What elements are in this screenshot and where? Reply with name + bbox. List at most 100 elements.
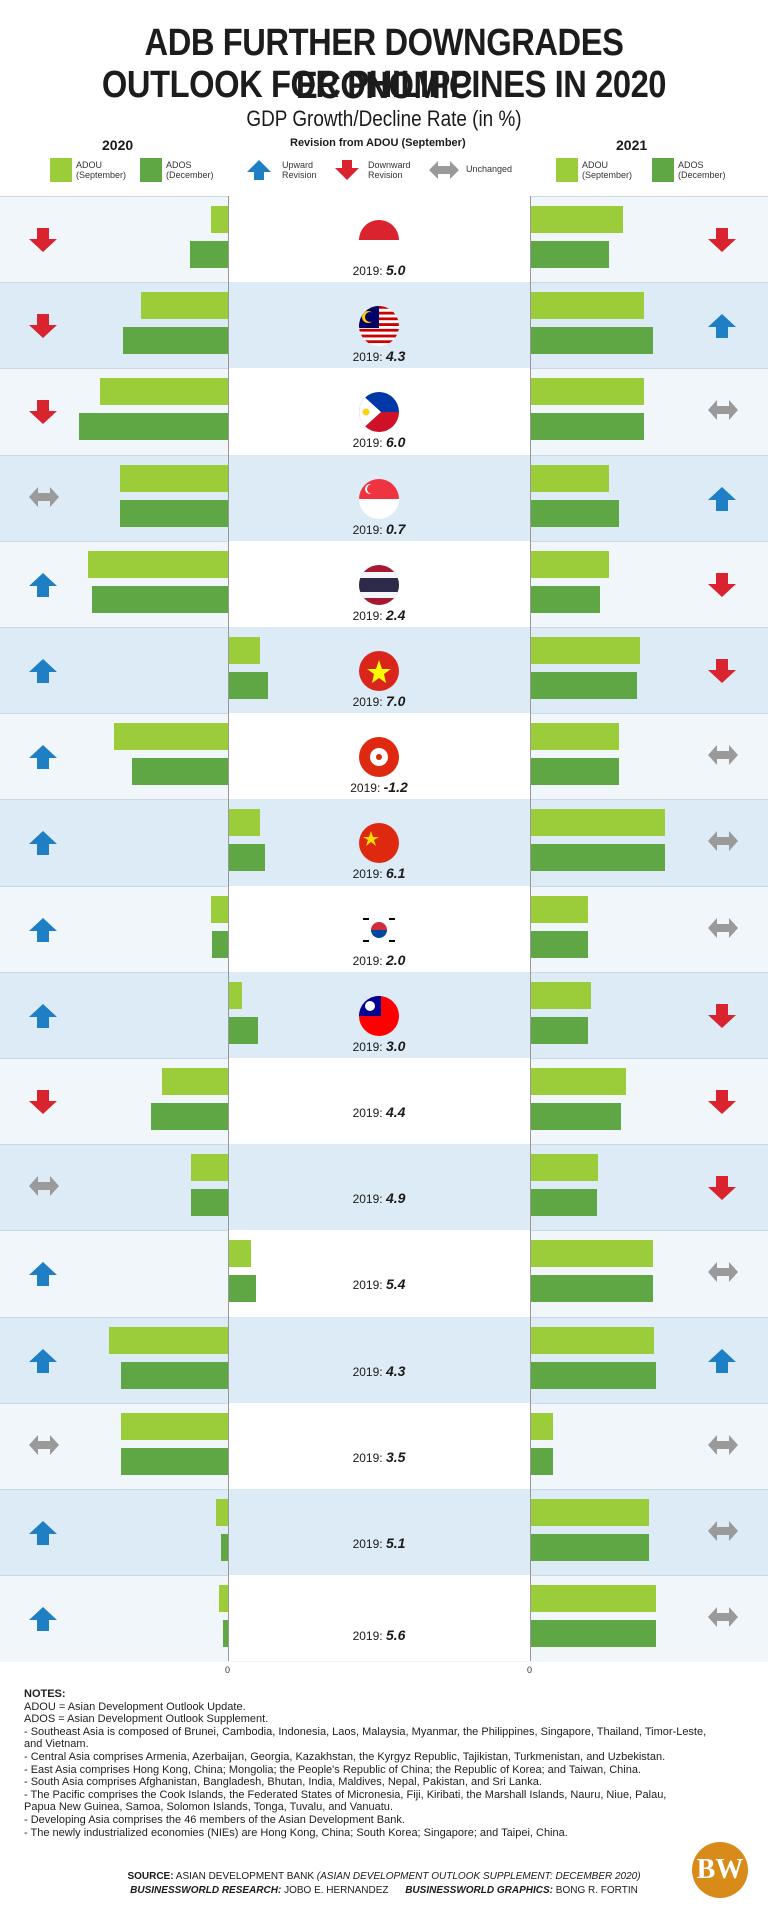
base-label: 2019: xyxy=(352,264,383,278)
legend-adou-swatch-right xyxy=(556,158,578,182)
bar-2020-ados xyxy=(121,1361,228,1389)
base-value: 5.0 xyxy=(385,262,406,278)
base-label: 2019: xyxy=(352,1450,383,1465)
row-2019-base: 2019: 2.4 xyxy=(228,607,530,623)
revision-2020-up-icon xyxy=(29,572,57,597)
bar-2020-ados xyxy=(228,1275,256,1303)
bar-2020-adou xyxy=(191,1154,228,1182)
bar-2020-adou xyxy=(119,464,228,492)
base-value: 6.0 xyxy=(385,434,406,451)
businessworld-logo: BW xyxy=(692,1842,748,1898)
flag-indonesia-icon xyxy=(359,220,399,260)
revision-2020-unchanged-icon xyxy=(29,1434,59,1455)
bar-2021-adou xyxy=(530,637,641,664)
legend-down-arrow-icon xyxy=(335,160,359,180)
bar-2021-ados xyxy=(530,585,600,613)
note-line: Papua New Guinea, Samoa, Solomon Islands… xyxy=(24,1801,393,1814)
row-2019-base: 2019: 2.0 xyxy=(228,952,530,968)
revision-2020-up-icon xyxy=(29,1607,57,1632)
base-label: 2019: xyxy=(352,1537,383,1551)
legend-adou-right: ADOU (September) xyxy=(582,160,633,180)
bar-2020-adou xyxy=(228,637,260,664)
revision-2021-down-icon xyxy=(708,572,736,597)
legend-unchanged-icon xyxy=(429,161,459,179)
note-line: and Vietnam. xyxy=(24,1738,89,1751)
bar-2020-ados xyxy=(228,844,265,872)
legend-unchanged: Unchanged xyxy=(466,164,513,174)
note-line: - Developing Asia comprises the 46 membe… xyxy=(24,1813,405,1826)
bar-2020-ados xyxy=(131,758,228,786)
chart-title-line-2: OUTLOOK FOR PHILIPPINES IN 2020 xyxy=(101,64,667,106)
row-2019-base: 2019: 7.0 xyxy=(228,693,530,709)
revision-2020-up-icon xyxy=(29,1003,57,1028)
bar-2020-adou xyxy=(219,1585,228,1613)
bar-2020-adou xyxy=(114,723,228,751)
note-line: - East Asia comprises Hong Kong, China; … xyxy=(24,1763,642,1776)
flag-hongkong-icon xyxy=(359,737,399,778)
note-line: ADOS = Asian Development Outlook Supplem… xyxy=(24,1713,269,1726)
base-label: 2019: xyxy=(352,1364,383,1379)
revision-2020-up-icon xyxy=(29,1348,57,1373)
revision-2021-down-icon xyxy=(708,1090,736,1114)
legend-ados-right: ADOS (December) xyxy=(678,160,726,180)
legend-up-arrow-icon xyxy=(247,160,271,180)
row-2019-base: 2019: 5.1 xyxy=(228,1535,530,1551)
revision-2021-down-icon xyxy=(708,1176,736,1201)
base-value: 3.0 xyxy=(385,1037,406,1054)
bar-2021-ados xyxy=(530,413,644,441)
base-value: 5.4 xyxy=(385,1276,406,1293)
bar-2020-ados xyxy=(222,1620,228,1648)
bar-2021-adou xyxy=(530,1326,655,1354)
row-center-panel xyxy=(228,1058,530,1145)
axis-zero-label-2020: 0 xyxy=(225,1665,231,1676)
legend-ados-swatch-right xyxy=(652,158,674,182)
revision-2020-down-icon xyxy=(29,228,57,252)
base-label: 2019: xyxy=(352,1278,383,1293)
bar-2020-adou xyxy=(140,292,228,320)
legend-downward: Downward Revision xyxy=(368,160,411,180)
base-label: 2019: xyxy=(352,608,383,623)
bar-2020-ados xyxy=(228,672,269,699)
bar-2020-adou xyxy=(210,895,228,923)
year-2020-header: 2020 xyxy=(102,137,134,153)
revision-2020-up-icon xyxy=(29,659,57,683)
bar-2021-ados xyxy=(530,930,588,958)
base-value: 4.9 xyxy=(385,1190,406,1207)
chart-title-line-1: ADB FURTHER DOWNGRADES ECONOMIC xyxy=(144,22,624,107)
bar-2021-ados xyxy=(530,1534,649,1561)
base-value: 5.6 xyxy=(385,1627,406,1644)
revision-2020-down-icon xyxy=(29,314,57,339)
bar-2021-adou xyxy=(530,809,665,837)
bar-2021-adou xyxy=(530,1412,553,1440)
revision-2021-down-icon xyxy=(708,228,736,252)
axis-zero-label-2021: 0 xyxy=(527,1665,533,1676)
bar-2021-adou xyxy=(530,550,609,578)
axis-zero-line-2020 xyxy=(228,196,229,1662)
credits-line: BUSINESSWORLD RESEARCH: JOBO E. HERNANDE… xyxy=(130,1885,638,1896)
revision-2020-unchanged-icon xyxy=(29,1176,59,1197)
bar-2020-adou xyxy=(215,1499,228,1526)
flag-korea-icon xyxy=(359,909,399,950)
bar-2021-adou xyxy=(530,378,644,406)
base-label: 2019: xyxy=(352,867,383,882)
revision-2020-up-icon xyxy=(29,1521,57,1545)
base-label: 2019: xyxy=(352,953,383,968)
legend-ados-left: ADOS (December) xyxy=(166,160,214,180)
source-line: SOURCE: ASIAN DEVELOPMENT BANK (ASIAN DE… xyxy=(127,1871,641,1882)
bar-2020-ados xyxy=(189,241,228,268)
revision-2021-unchanged-icon xyxy=(708,1607,738,1628)
revision-2020-up-icon xyxy=(29,917,57,942)
axis-zero-line-2021 xyxy=(530,196,531,1662)
base-label: 2019: xyxy=(352,522,383,537)
base-value: -1.2 xyxy=(383,779,408,796)
legend-adou-swatch-left xyxy=(50,158,72,182)
bar-2020-ados xyxy=(221,1534,228,1561)
base-label: 2019: xyxy=(352,1039,383,1054)
base-value: 4.3 xyxy=(385,1362,406,1379)
bar-2021-adou xyxy=(530,723,620,751)
flag-taiwan-icon xyxy=(359,995,399,1036)
flag-singapore-icon xyxy=(359,478,399,519)
row-2019-base: 2019: 6.1 xyxy=(228,865,530,881)
revision-2021-unchanged-icon xyxy=(708,400,738,421)
notes-section: NOTES: ADOU = Asian Development Outlook U… xyxy=(24,1688,744,1839)
